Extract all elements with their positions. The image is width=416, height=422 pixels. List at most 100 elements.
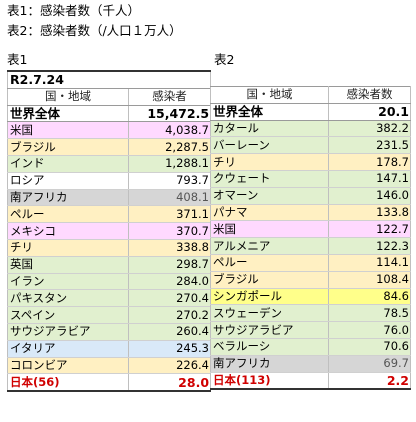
country-cell: ロシア <box>7 172 129 190</box>
country-cell: 米国 <box>7 121 129 140</box>
country-cell: シンガポール <box>210 288 329 306</box>
table2-world-label: 世界全体 <box>210 103 329 121</box>
country-cell: イタリア <box>7 340 129 358</box>
value-cell: 270.2 <box>127 306 212 324</box>
table-row: 南アフリカ 408.1 <box>7 189 212 207</box>
country-cell: ベラルーシ <box>210 338 329 356</box>
country-cell: スウェーデン <box>210 304 329 323</box>
country-cell: ペルー <box>210 254 329 272</box>
value-cell: 371.1 <box>127 205 212 224</box>
table1-caption: 表1 <box>7 52 28 67</box>
table2-japan-row: 日本(113) 2.2 <box>210 371 411 391</box>
value-cell: 408.1 <box>127 189 212 207</box>
table1-world-value: 15,472.5 <box>127 105 212 123</box>
table-row: メキシコ 370.7 <box>7 222 212 240</box>
country-cell: パナマ <box>210 204 329 222</box>
value-cell: 69.7 <box>328 355 411 373</box>
country-cell: サウジアラビア <box>210 321 329 339</box>
table-row: ブラジル 108.4 <box>210 271 411 289</box>
table-row: ロシア 793.7 <box>7 172 212 190</box>
table-row: サウジアラビア 76.0 <box>210 321 411 339</box>
country-cell: チリ <box>210 153 329 171</box>
table-row: 英国 298.7 <box>7 256 212 274</box>
country-cell: イラン <box>7 273 129 291</box>
table2-japan-label: 日本(113) <box>210 371 329 391</box>
country-cell: チリ <box>7 239 129 257</box>
table-row: ペルー 114.1 <box>210 254 411 272</box>
value-cell: 298.7 <box>127 256 212 274</box>
value-cell: 338.8 <box>127 239 212 257</box>
country-cell: ブラジル <box>7 138 129 156</box>
value-cell: 70.6 <box>328 338 411 356</box>
table1-japan-row: 日本(56) 28.0 <box>7 373 212 393</box>
value-cell: 114.1 <box>328 254 411 272</box>
country-cell: バーレーン <box>210 136 329 155</box>
table2-world-row: 世界全体 20.1 <box>210 103 411 121</box>
table-row: ベラルーシ 70.6 <box>210 338 411 356</box>
value-cell: 84.6 <box>328 288 411 306</box>
table1: R2.7.24 国・地域 感染者 世界全体 15,472.5 米国 4,038.7… <box>6 69 212 393</box>
table2-header-row: 国・地域 感染者数 <box>210 86 411 104</box>
table-row: スウェーデン 78.5 <box>210 304 411 323</box>
value-cell: 1,288.1 <box>127 155 212 173</box>
table-row: パナマ 133.8 <box>210 204 411 222</box>
table-row: 米国 122.7 <box>210 220 411 239</box>
country-cell: アルメニア <box>210 237 329 255</box>
table1-japan-label: 日本(56) <box>7 373 129 393</box>
note-table2: 表2：感染者数（/人口１万人） <box>7 23 182 38</box>
table1-header-cases: 感染者 <box>127 87 212 106</box>
value-cell: 2,287.5 <box>127 138 212 156</box>
country-cell: 南アフリカ <box>210 355 329 373</box>
value-cell: 370.7 <box>127 222 212 240</box>
country-cell: ブラジル <box>210 271 329 289</box>
value-cell: 231.5 <box>328 136 411 155</box>
country-cell: メキシコ <box>7 222 129 240</box>
value-cell: 793.7 <box>127 172 212 190</box>
table-row: ペルー 371.1 <box>7 205 212 224</box>
table-row: 米国 4,038.7 <box>7 121 212 140</box>
table-row: チリ 338.8 <box>7 239 212 257</box>
table-row: オマーン 146.0 <box>210 187 411 205</box>
table1-date-row: R2.7.24 <box>6 69 212 89</box>
table2-header-cases: 感染者数 <box>328 86 411 104</box>
country-cell: サウジアラビア <box>7 323 129 341</box>
country-cell: スペイン <box>7 306 129 324</box>
table-row: サウジアラビア 260.4 <box>7 323 212 341</box>
table-row: パキスタン 270.4 <box>7 289 212 308</box>
table-row: 南アフリカ 69.7 <box>210 355 411 373</box>
value-cell: 178.7 <box>328 153 411 171</box>
country-cell: 南アフリカ <box>7 189 129 207</box>
table-row: スペイン 270.2 <box>7 306 212 324</box>
table-row: イタリア 245.3 <box>7 340 212 358</box>
value-cell: 245.3 <box>127 340 212 358</box>
country-cell: オマーン <box>210 187 329 205</box>
table1-header-region: 国・地域 <box>7 87 129 106</box>
value-cell: 284.0 <box>127 273 212 291</box>
value-cell: 122.3 <box>328 237 411 255</box>
value-cell: 108.4 <box>328 271 411 289</box>
table-row: カタール 382.2 <box>210 120 411 138</box>
table2: 国・地域 感染者数 世界全体 20.1 カタール 382.2 バーレーン 231.5 チ… <box>210 86 411 391</box>
table-row: インド 1,288.1 <box>7 155 212 173</box>
table2-header-region: 国・地域 <box>210 86 329 104</box>
country-cell: パキスタン <box>7 289 129 308</box>
country-cell: クウェート <box>210 170 329 188</box>
table2-world-value: 20.1 <box>328 103 411 121</box>
country-cell: コロンビア <box>7 357 129 375</box>
value-cell: 78.5 <box>328 304 411 323</box>
table-row: チリ 178.7 <box>210 153 411 171</box>
value-cell: 133.8 <box>328 204 411 222</box>
country-cell: 英国 <box>7 256 129 274</box>
value-cell: 146.0 <box>328 187 411 205</box>
table-row: ブラジル 2,287.5 <box>7 138 212 156</box>
value-cell: 260.4 <box>127 323 212 341</box>
value-cell: 147.1 <box>328 170 411 188</box>
country-cell: カタール <box>210 120 329 138</box>
value-cell: 382.2 <box>328 120 411 138</box>
table-row: イラン 284.0 <box>7 273 212 291</box>
value-cell: 76.0 <box>328 321 411 339</box>
table-row: バーレーン 231.5 <box>210 136 411 155</box>
table2-japan-value: 2.2 <box>328 371 411 391</box>
table-row: コロンビア 226.4 <box>7 357 212 375</box>
table-row: シンガポール 84.6 <box>210 288 411 306</box>
